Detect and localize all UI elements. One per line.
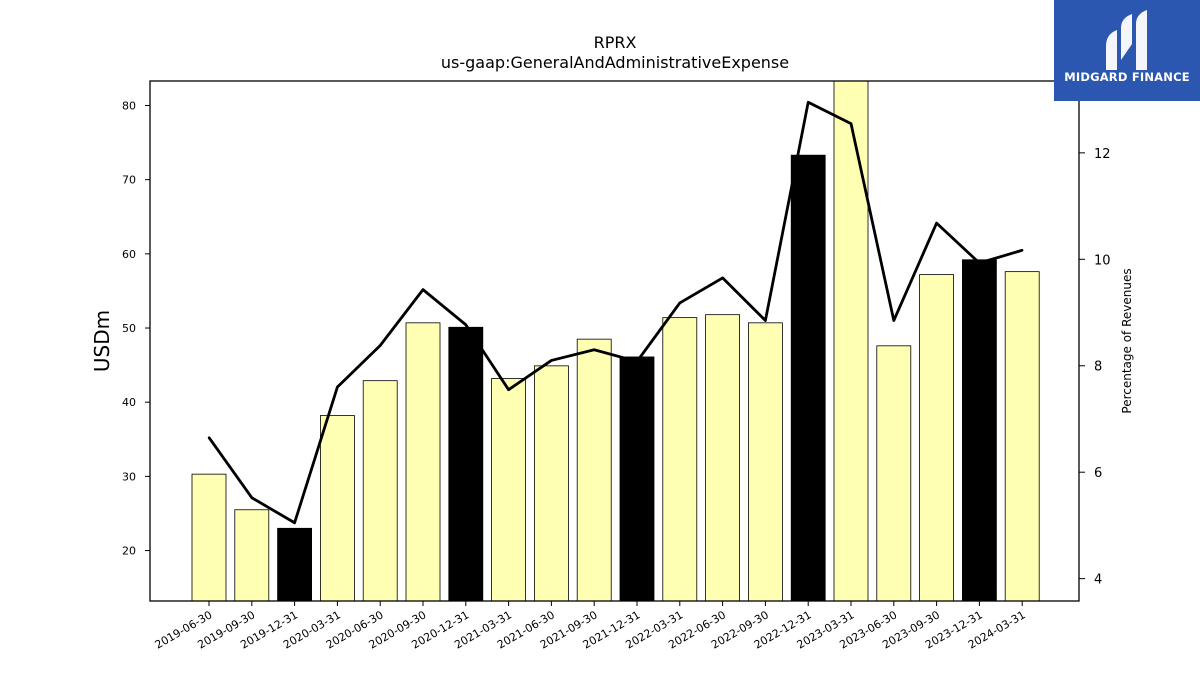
- line-point-2023-12-31: [978, 261, 981, 265]
- logo-brand-text: MIDGARD FINANCE: [1064, 70, 1190, 84]
- bar-2023-12-31: [962, 259, 997, 602]
- line-point-2021-12-31: [635, 360, 639, 363]
- y-tick-label: 20: [122, 545, 136, 558]
- bar-2020-09-30: [405, 322, 441, 602]
- y2-tick-label: 12: [1094, 147, 1111, 162]
- y-tick-label: 60: [122, 248, 136, 261]
- percentage-line-series: [207, 100, 1024, 525]
- line-point-2022-06-30: [721, 276, 724, 280]
- y-tick-label: 30: [122, 470, 136, 483]
- bar-2023-06-30: [876, 345, 912, 602]
- bar-2023-09-30: [919, 274, 954, 602]
- line-point-2022-09-30: [764, 319, 767, 322]
- y-axis-right: 4 6 8 10 12: [1079, 147, 1111, 588]
- bar-2020-03-31: [319, 415, 355, 602]
- y-tick-label: 80: [122, 99, 136, 112]
- bar-series: [191, 80, 1040, 602]
- line-point-2021-03-31: [507, 388, 510, 391]
- logo-mark-icon: [1106, 10, 1147, 70]
- bar-2022-12-31: [790, 154, 826, 602]
- percentage-line: [207, 100, 1023, 525]
- y-tick-label: 70: [122, 174, 136, 187]
- bar-2021-12-31: [619, 356, 655, 602]
- line-point-2020-06-30: [379, 344, 382, 347]
- y2-tick-label: 4: [1094, 573, 1102, 588]
- y2-tick-label: 10: [1094, 253, 1111, 268]
- y-tick-label: 50: [122, 322, 136, 335]
- y2-tick-label: 6: [1094, 466, 1102, 481]
- line-point-2023-06-30: [892, 319, 895, 322]
- bar-2019-06-30: [191, 473, 227, 602]
- line-point-2024-03-31: [1021, 249, 1024, 252]
- bar-2022-03-31: [662, 317, 698, 602]
- line-point-2020-09-30: [421, 288, 425, 291]
- line-point-2019-12-31: [293, 521, 296, 524]
- line-point-2023-09-30: [935, 221, 938, 225]
- y-tick-label: 40: [122, 396, 136, 409]
- y-axis-left: 20 30 40 50 60 70 80: [122, 99, 150, 558]
- bar-2021-09-30: [576, 338, 612, 602]
- line-point-2022-12-31: [807, 101, 810, 104]
- chart-subtitle: us-gaap:GeneralAndAdministrativeExpense: [441, 53, 789, 72]
- bar-2021-06-30: [534, 365, 569, 602]
- bar-2022-06-30: [705, 314, 740, 602]
- line-point-2019-06-30: [207, 436, 211, 439]
- bar-2020-06-30: [362, 380, 398, 602]
- line-point-2023-03-31: [849, 122, 853, 125]
- line-point-2021-09-30: [593, 348, 596, 351]
- bar-2024-03-31: [1004, 271, 1040, 602]
- bar-2022-09-30: [748, 322, 783, 602]
- midgard-finance-logo: MIDGARD FINANCE: [1054, 0, 1200, 101]
- line-point-2020-03-31: [336, 385, 339, 389]
- bar-2019-12-31: [277, 527, 313, 602]
- bar-2023-03-31: [833, 80, 869, 602]
- y2-tick-label: 8: [1094, 360, 1102, 375]
- line-point-2019-09-30: [250, 496, 253, 499]
- line-point-2021-06-30: [550, 359, 553, 362]
- y2-axis-label: Percentage of Revenues: [1120, 268, 1134, 413]
- plot-frame: [149, 80, 1080, 602]
- y-axis-label: USDm: [90, 310, 114, 372]
- chart-title: RPRX: [594, 33, 637, 52]
- x-axis: 2019-06-302019-09-302019-12-312020-03-31…: [153, 601, 1028, 652]
- line-point-2022-03-31: [678, 301, 681, 305]
- bar-2020-12-31: [448, 326, 484, 602]
- bar-2021-03-31: [491, 378, 527, 602]
- line-point-2020-12-31: [464, 323, 467, 326]
- bar-2019-09-30: [234, 509, 270, 602]
